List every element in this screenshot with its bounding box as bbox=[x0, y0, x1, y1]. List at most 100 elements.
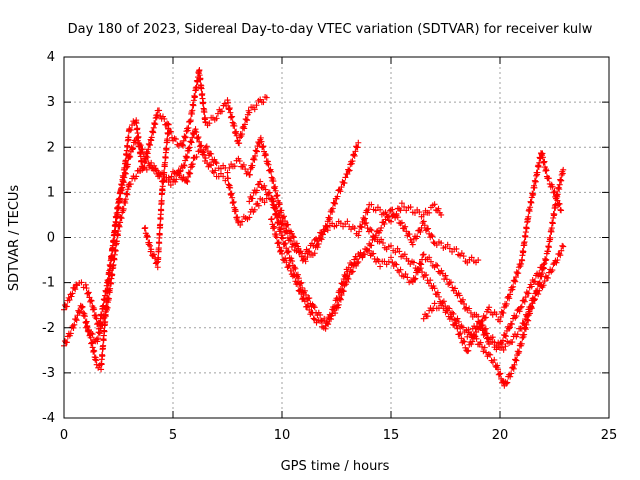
data-point bbox=[550, 261, 557, 268]
data-point bbox=[518, 325, 525, 332]
data-point bbox=[253, 102, 260, 109]
data-point bbox=[294, 281, 301, 288]
data-point bbox=[249, 195, 256, 202]
data-point bbox=[521, 298, 528, 305]
data-point bbox=[97, 325, 104, 332]
data-point bbox=[507, 373, 514, 380]
data-point bbox=[513, 357, 520, 364]
data-point bbox=[527, 204, 534, 211]
data-point bbox=[275, 240, 282, 247]
data-point bbox=[372, 207, 379, 214]
data-point bbox=[409, 241, 416, 248]
data-point bbox=[513, 313, 520, 320]
data-point bbox=[353, 255, 360, 262]
data-point bbox=[329, 205, 336, 212]
data-point bbox=[193, 129, 200, 136]
data-point bbox=[251, 156, 258, 163]
data-point bbox=[438, 240, 445, 247]
data-point bbox=[274, 192, 281, 199]
data-point bbox=[180, 162, 187, 169]
data-point bbox=[397, 220, 404, 227]
data-point bbox=[508, 321, 515, 328]
data-point bbox=[331, 199, 338, 206]
data-point bbox=[337, 188, 344, 195]
data-point bbox=[551, 211, 558, 218]
data-point bbox=[465, 347, 472, 354]
data-point bbox=[553, 259, 560, 266]
data-point bbox=[202, 155, 209, 162]
data-point bbox=[176, 172, 183, 179]
data-point bbox=[558, 177, 565, 184]
data-point bbox=[141, 159, 148, 166]
data-point bbox=[137, 142, 144, 149]
data-point bbox=[183, 154, 190, 161]
data-point bbox=[282, 240, 289, 247]
data-point bbox=[193, 84, 200, 91]
data-point bbox=[342, 273, 349, 280]
data-point bbox=[515, 270, 522, 277]
data-point bbox=[184, 178, 191, 185]
data-point bbox=[382, 209, 389, 216]
data-point bbox=[466, 305, 473, 312]
data-point bbox=[525, 213, 532, 220]
data-point bbox=[361, 216, 368, 223]
data-point bbox=[182, 134, 189, 141]
data-point bbox=[225, 99, 232, 106]
data-point bbox=[456, 292, 463, 299]
data-point bbox=[273, 214, 280, 221]
data-point bbox=[342, 174, 349, 181]
data-point bbox=[521, 331, 528, 338]
data-point bbox=[79, 303, 86, 310]
data-point bbox=[241, 125, 248, 132]
data-point bbox=[361, 220, 368, 227]
data-point bbox=[444, 307, 451, 314]
data-point bbox=[287, 267, 294, 274]
data-point bbox=[279, 221, 285, 228]
data-point bbox=[354, 144, 361, 151]
data-point bbox=[447, 279, 454, 286]
data-point bbox=[273, 234, 280, 241]
data-point bbox=[83, 318, 90, 325]
data-point bbox=[502, 333, 509, 340]
data-point bbox=[185, 173, 192, 180]
data-point bbox=[377, 227, 384, 234]
data-point bbox=[189, 107, 196, 114]
data-point bbox=[212, 167, 219, 174]
data-point bbox=[263, 94, 270, 101]
data-point bbox=[435, 205, 442, 212]
data-point bbox=[440, 298, 447, 305]
data-point bbox=[496, 371, 503, 378]
data-point bbox=[540, 282, 547, 289]
data-point bbox=[206, 120, 213, 127]
data-point bbox=[188, 139, 195, 146]
data-point bbox=[330, 306, 337, 313]
data-point bbox=[251, 206, 258, 213]
data-point bbox=[301, 298, 308, 305]
data-point bbox=[286, 262, 293, 269]
data-point bbox=[512, 356, 519, 363]
data-point bbox=[153, 167, 160, 174]
data-point bbox=[520, 320, 527, 327]
data-point bbox=[191, 93, 198, 100]
data-point bbox=[83, 285, 90, 292]
data-point bbox=[146, 239, 153, 246]
data-point bbox=[277, 228, 284, 235]
data-point bbox=[357, 249, 364, 256]
data-point bbox=[543, 167, 550, 174]
data-point bbox=[233, 128, 240, 135]
data-point bbox=[212, 159, 219, 166]
data-point bbox=[322, 325, 329, 332]
data-point bbox=[74, 312, 81, 319]
data-point bbox=[193, 153, 200, 160]
data-point bbox=[276, 199, 283, 206]
data-point bbox=[494, 362, 501, 369]
data-point bbox=[368, 201, 375, 208]
data-point bbox=[257, 178, 264, 185]
data-series-layer bbox=[61, 66, 567, 389]
data-point bbox=[424, 313, 431, 320]
data-point bbox=[164, 135, 171, 142]
data-point bbox=[506, 324, 513, 331]
data-point bbox=[279, 214, 286, 221]
data-point bbox=[236, 157, 243, 164]
grid-lines bbox=[64, 57, 609, 418]
